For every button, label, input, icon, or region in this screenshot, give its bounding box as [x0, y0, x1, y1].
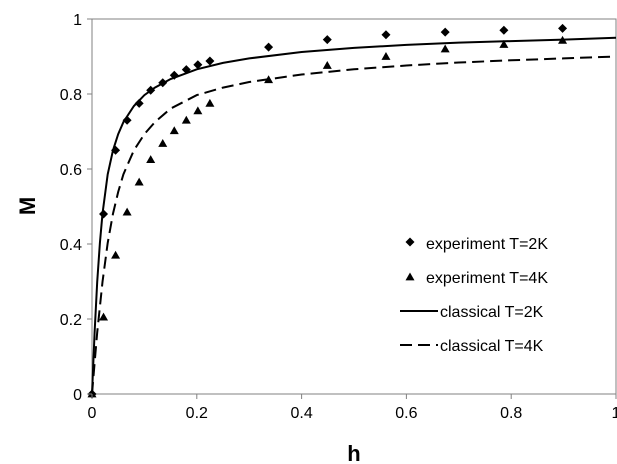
y-tick-label: 0.8 — [60, 87, 82, 104]
plot-area — [91, 18, 617, 395]
legend-label: experiment T=4K — [426, 270, 548, 287]
data-point — [381, 30, 391, 40]
x-tick-label: 0.4 — [290, 405, 312, 422]
data-point — [205, 98, 215, 107]
x-tick-label: 1 — [612, 405, 617, 422]
series-line-4 — [91, 55, 617, 395]
y-tick-label: 0.2 — [60, 312, 82, 329]
data-point — [499, 40, 509, 48]
data-point — [158, 139, 168, 147]
data-point — [134, 177, 144, 186]
data-point — [499, 25, 509, 35]
data-point — [146, 155, 156, 163]
x-tick-label: 0.8 — [500, 405, 522, 422]
data-point — [122, 115, 132, 125]
x-tick-label: 0.2 — [186, 405, 208, 422]
data-point — [193, 60, 203, 70]
legend: experiment T=2K experiment T=4K classical … — [400, 236, 548, 355]
data-point — [99, 312, 109, 321]
data-point — [134, 98, 144, 108]
data-point — [111, 250, 121, 259]
axis-ticks: 0 0.2 0.4 0.6 0.8 1 0 0.2 0.4 0.6 0.8 1 — [60, 12, 617, 422]
y-tick-label: 0 — [73, 387, 82, 404]
data-point — [205, 56, 215, 66]
x-axis-title: h — [347, 441, 360, 464]
data-point — [322, 35, 332, 45]
legend-label: experiment T=2K — [426, 236, 548, 253]
data-point — [122, 207, 132, 216]
x-tick-label: 0 — [88, 405, 97, 422]
data-point — [558, 23, 568, 33]
data-point — [193, 106, 203, 115]
legend-label: classical T=4K — [440, 338, 544, 355]
series-line-3 — [91, 36, 617, 395]
data-point — [440, 44, 450, 53]
data-point — [181, 115, 191, 124]
y-tick-label: 1 — [73, 12, 82, 29]
x-tick-label: 0.6 — [395, 405, 417, 422]
data-point — [322, 61, 332, 69]
y-tick-label: 0.6 — [60, 162, 82, 179]
data-point — [169, 126, 179, 135]
data-point — [440, 27, 450, 37]
legend-label: classical T=2K — [440, 304, 544, 321]
chart-marks — [87, 23, 617, 399]
data-point — [264, 42, 274, 52]
y-axis-title: M — [15, 197, 40, 215]
data-point — [381, 52, 391, 60]
legend-swatch — [405, 237, 415, 247]
legend-swatch — [405, 272, 415, 281]
y-tick-label: 0.4 — [60, 237, 82, 254]
